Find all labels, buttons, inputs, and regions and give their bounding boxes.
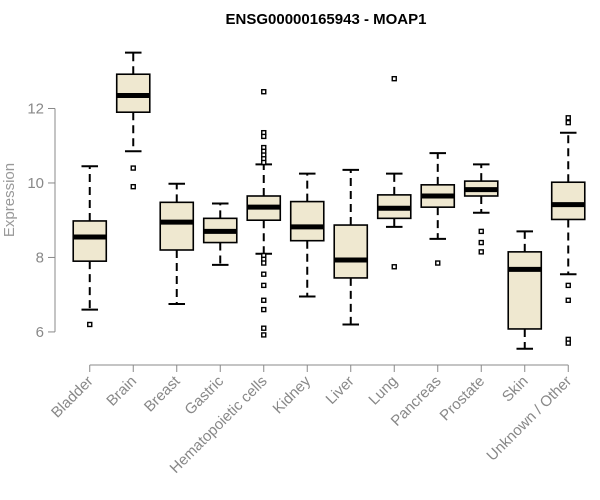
chart-title: ENSG00000165943 - MOAP1 [226, 11, 427, 28]
box-iqr [333, 224, 369, 279]
y-tick-label: 8 [36, 249, 44, 266]
y-tick-label: 12 [27, 100, 44, 117]
outlier-point [261, 159, 267, 166]
outlier-point [391, 264, 397, 270]
outlier-point [130, 165, 136, 171]
outlier-point [261, 332, 267, 338]
outlier-point [565, 282, 571, 289]
x-tick-label: Kidney [270, 372, 315, 417]
box-iqr [289, 200, 325, 242]
outlier-point [130, 183, 136, 190]
outlier-point [261, 260, 267, 266]
box-kidney [289, 172, 325, 298]
outlier-point [478, 228, 484, 235]
box-gastric [202, 202, 238, 266]
x-tick-label: Breast [141, 372, 184, 415]
box-iqr [550, 181, 586, 221]
box-brain [115, 51, 151, 190]
outlier-point [435, 260, 441, 266]
box-skin [507, 230, 543, 350]
box-lung [376, 75, 412, 270]
x-tick-label: Brain [103, 373, 140, 410]
outlier-point [261, 133, 267, 140]
box-breast [159, 182, 195, 305]
outlier-point [565, 115, 571, 121]
y-tick-label: 6 [36, 324, 44, 341]
outlier-point [391, 75, 397, 82]
box-iqr [507, 251, 543, 330]
box-prostate [463, 163, 499, 255]
outlier-point [565, 297, 571, 303]
outlier-point [87, 321, 93, 328]
outlier-point [478, 249, 484, 255]
plot-area [72, 51, 586, 350]
outlier-point [261, 271, 267, 277]
outlier-point [261, 297, 267, 303]
x-tick-label: Prostate [437, 373, 489, 425]
box-iqr [72, 220, 108, 262]
box-unknown-other [550, 115, 586, 346]
outlier-point [478, 239, 484, 246]
y-axis-label: Expression [1, 163, 18, 237]
outlier-point [261, 325, 267, 331]
outlier-point [261, 89, 267, 95]
x-tick-label: Liver [323, 373, 358, 408]
outlier-point [565, 119, 571, 126]
box-liver [333, 168, 369, 326]
box-bladder [72, 165, 108, 328]
outlier-point [261, 306, 267, 313]
y-tick-label: 10 [27, 175, 44, 192]
x-tick-label: Bladder [48, 373, 97, 422]
y-axis: 6 8 10 12 [27, 100, 56, 341]
outlier-point [565, 340, 571, 346]
x-tick-label: Skin [499, 373, 532, 406]
box-hematopoietic-cells [246, 89, 282, 338]
box-iqr [159, 201, 195, 251]
x-tick-label: Lung [365, 373, 401, 409]
box-pancreas [420, 152, 456, 266]
outlier-point [261, 282, 267, 289]
